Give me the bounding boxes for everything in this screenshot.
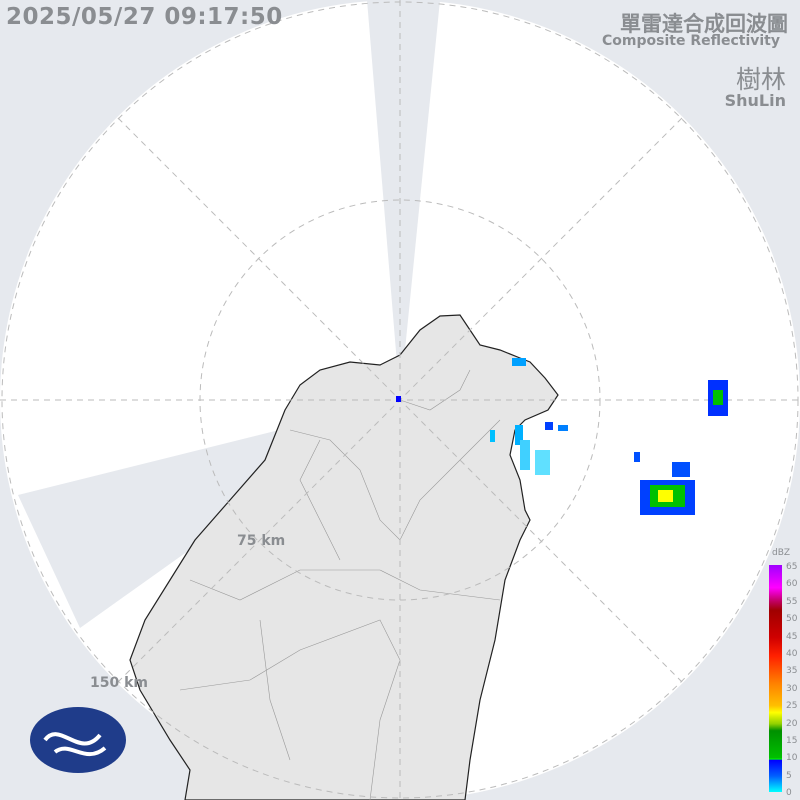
blocked-sector-north [367,0,440,400]
legend-tick: 15 [786,736,798,746]
timestamp: 2025/05/27 09:17:50 [6,4,283,30]
legend-tick: 10 [786,753,798,764]
legend-tick: 45 [786,631,798,642]
radar-echoes [396,358,728,515]
legend-tick: 50 [786,614,798,625]
legend-tick: 35 [786,666,798,677]
legend-unit: dBZ [772,548,791,558]
range-label-75: 75 km [237,533,286,549]
legend-tick: 0 [786,788,792,799]
title-en: Composite Reflectivity [602,33,780,49]
legend-tick: 60 [786,579,798,590]
land-taiwan [129,314,559,800]
legend-tick: 5 [786,770,792,781]
cwa-logo [30,707,126,773]
station-zh: 樹林 [735,65,786,94]
range-label-150: 150 km [90,675,148,691]
legend-tick: 20 [786,718,798,729]
reflectivity-colorbar [769,565,782,792]
county-borders [179,369,501,800]
legend-tick: 65 [786,562,798,572]
legend-tick: 40 [786,649,798,659]
station-en: ShuLin [724,91,786,110]
legend-tick: 55 [786,596,798,607]
legend-tick: 30 [786,683,798,694]
title-zh: 單雷達合成回波圖 [620,12,788,36]
legend-tick: 25 [786,701,798,712]
